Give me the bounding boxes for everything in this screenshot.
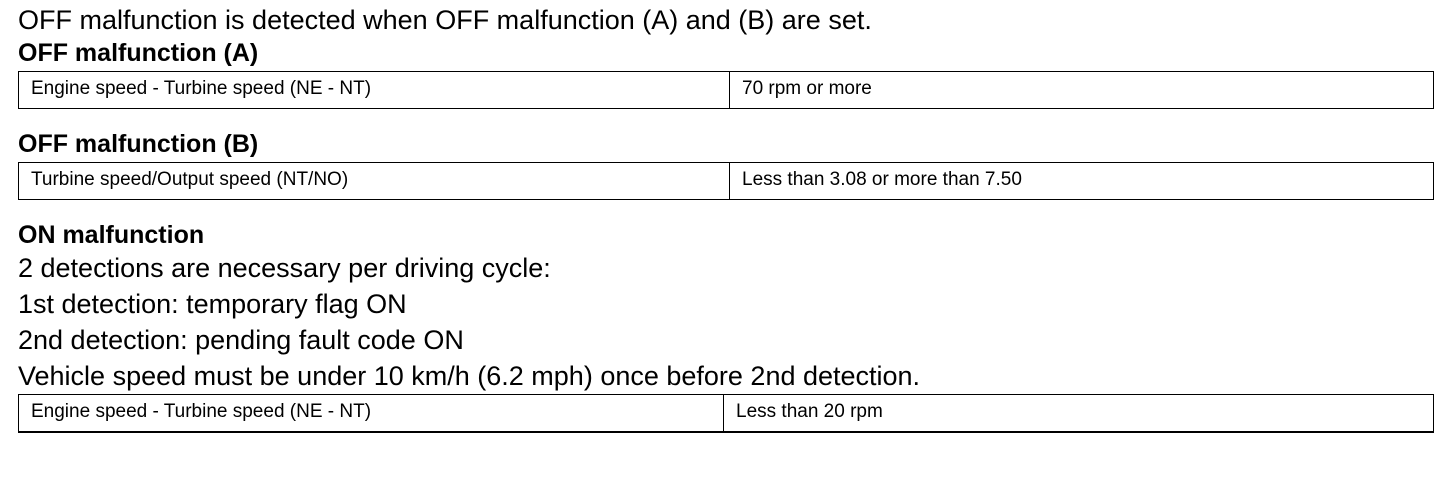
table-row: Turbine speed/Output speed (NT/NO) Less … [18,162,1434,200]
on-malfunction-heading: ON malfunction [18,221,205,249]
on-detail-line: 2nd detection: pending fault code ON [18,325,464,355]
table-row: Engine speed - Turbine speed (NE - NT) 7… [18,71,1434,109]
off-malfunction-b-table: Turbine speed/Output speed (NT/NO) Less … [18,162,1434,200]
on-malfunction-table: Engine speed - Turbine speed (NE - NT) L… [18,394,1434,433]
on-detail-line: Vehicle speed must be under 10 km/h (6.2… [18,361,921,391]
document-page: OFF malfunction is detected when OFF mal… [18,0,1436,433]
table-row: Engine speed - Turbine speed (NE - NT) L… [18,394,1434,433]
intro-text: OFF malfunction is detected when OFF mal… [18,5,872,35]
condition-item: Engine speed - Turbine speed (NE - NT) [18,71,730,109]
off-malfunction-a-table: Engine speed - Turbine speed (NE - NT) 7… [18,71,1434,109]
on-detail-line: 2 detections are necessary per driving c… [18,253,551,283]
condition-value: 70 rpm or more [729,71,1434,109]
condition-item: Engine speed - Turbine speed (NE - NT) [18,394,724,433]
off-malfunction-b-heading: OFF malfunction (B) [18,130,259,158]
on-detail-line: 1st detection: temporary flag ON [18,289,407,319]
condition-value: Less than 3.08 or more than 7.50 [729,162,1434,200]
condition-item: Turbine speed/Output speed (NT/NO) [18,162,730,200]
condition-value: Less than 20 rpm [723,394,1434,433]
off-malfunction-a-heading: OFF malfunction (A) [18,39,259,67]
